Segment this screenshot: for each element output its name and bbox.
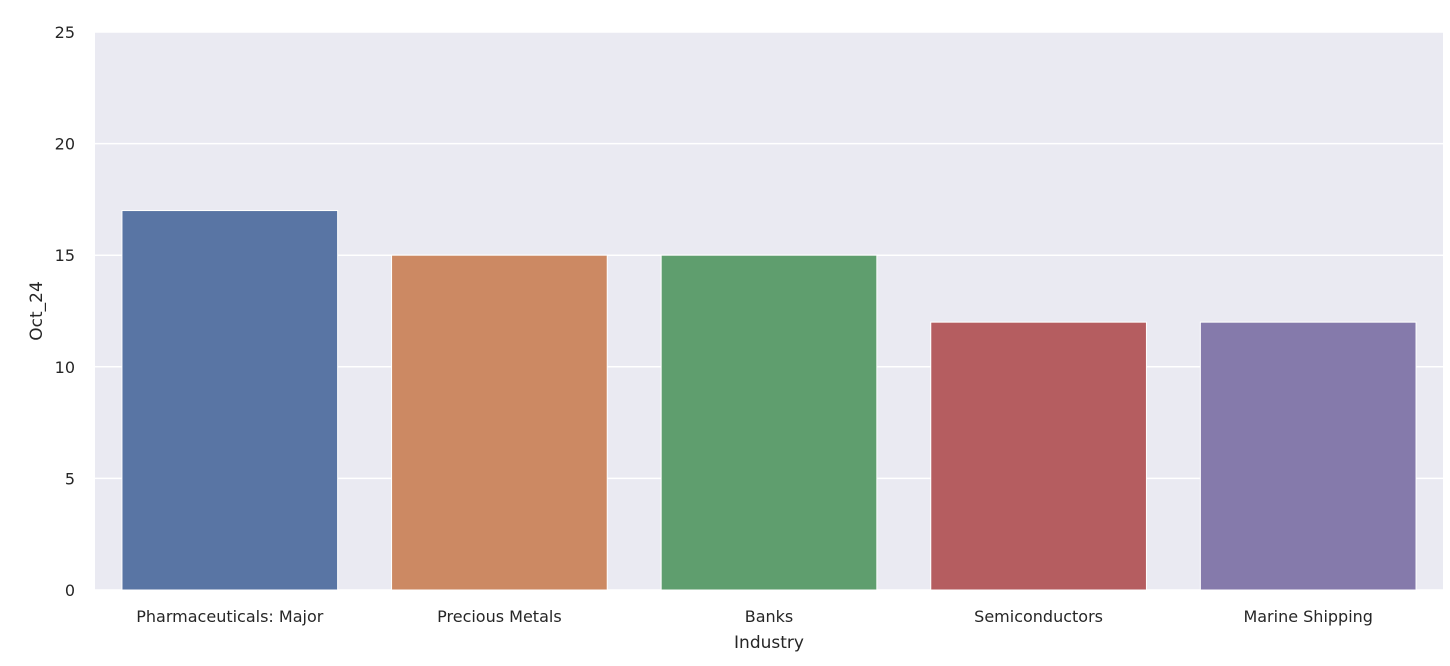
bar-precious-metals: [391, 254, 608, 591]
y-tick-label: 10: [55, 358, 75, 377]
x-tick-label: Pharmaceuticals: Major: [136, 607, 323, 626]
x-tick-label: Marine Shipping: [1243, 607, 1373, 626]
y-tick-label: 5: [65, 469, 75, 488]
bar-semiconductors: [930, 321, 1147, 591]
x-axis-label: Industry: [734, 633, 804, 653]
bar-pharmaceuticals-major: [121, 210, 339, 591]
y-tick-label: 15: [55, 246, 75, 265]
x-tick-label: Semiconductors: [974, 607, 1103, 626]
y-tick-label: 25: [55, 23, 75, 42]
y-tick-labels: 0 5 10 15 20 25: [55, 23, 75, 600]
bars: [121, 210, 1417, 591]
bar-marine-shipping: [1199, 321, 1417, 591]
y-axis-label: Oct_24: [27, 281, 47, 341]
x-tick-labels: Pharmaceuticals: Major Precious Metals Ban…: [136, 607, 1373, 626]
x-tick-label: Precious Metals: [437, 607, 562, 626]
x-tick-label: Banks: [745, 607, 794, 626]
y-tick-label: 0: [65, 581, 75, 600]
bar-banks: [660, 254, 878, 591]
y-tick-label: 20: [55, 135, 75, 154]
